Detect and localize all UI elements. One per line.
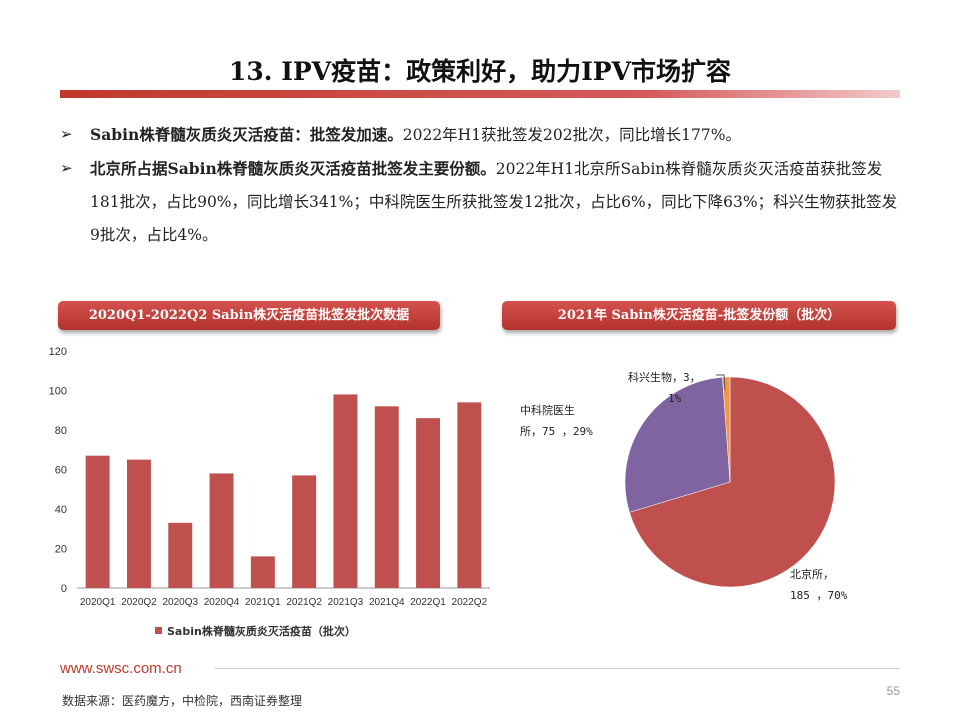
x-tick-label: 2021Q2 bbox=[286, 597, 322, 608]
y-tick-label: 40 bbox=[55, 504, 67, 516]
legend-swatch bbox=[155, 627, 162, 634]
x-tick-label: 2022Q2 bbox=[452, 597, 488, 608]
x-tick-label: 2021Q3 bbox=[328, 597, 364, 608]
bar-2020Q1 bbox=[85, 455, 110, 588]
bullet-1: ➢ Sabin株脊髓灰质炎灭活疫苗：批签发加速。2022年H1获批签发202批次… bbox=[60, 118, 905, 152]
pie-panel-title: 2021年 Sabin株灭活疫苗-批签发份额（批次） bbox=[502, 301, 896, 330]
pie-label-line1: 科兴生物，3， bbox=[628, 370, 701, 384]
x-tick-label: 2020Q4 bbox=[204, 597, 240, 608]
y-tick-label: 20 bbox=[55, 544, 67, 556]
bar-2021Q4 bbox=[374, 406, 399, 588]
bullet-2-bold: 北京所占据Sabin株脊髓灰质炎灭活疫苗批签发主要份额。 bbox=[90, 159, 496, 178]
y-tick-label: 100 bbox=[49, 386, 67, 398]
x-tick-label: 2020Q2 bbox=[121, 597, 157, 608]
source-note: 数据来源：医药魔方，中检院，西南证券整理 bbox=[62, 694, 303, 708]
x-tick-label: 2020Q1 bbox=[80, 597, 116, 608]
bullet-1-bold: Sabin株脊髓灰质炎灭活疫苗：批签发加速。 bbox=[90, 125, 403, 144]
pie-slice-3 bbox=[722, 376, 731, 483]
bar-2021Q1 bbox=[250, 556, 275, 588]
bar-panel-title: 2020Q1-2022Q2 Sabin株灭活疫苗批签发批次数据 bbox=[58, 301, 440, 330]
pie-label-line1: 中科院医生 bbox=[520, 403, 575, 417]
bar-2022Q1 bbox=[416, 418, 441, 588]
pie-label-line1: 北京所， bbox=[790, 567, 834, 581]
bullet-1-text: 2022年H1获批签发202批次，同比增长177%。 bbox=[402, 126, 741, 144]
pie-label-line2: 185 ，70% bbox=[790, 589, 848, 602]
x-tick-label: 2021Q1 bbox=[245, 597, 281, 608]
page-number: 55 bbox=[886, 684, 900, 698]
x-tick-label: 2022Q1 bbox=[410, 597, 446, 608]
x-tick-label: 2020Q3 bbox=[162, 597, 198, 608]
y-tick-label: 0 bbox=[61, 583, 67, 595]
y-tick-label: 80 bbox=[55, 425, 67, 437]
bullet-arrow-icon: ➢ bbox=[60, 159, 73, 177]
pie-label-line2: 所，75 ，29% bbox=[520, 425, 593, 438]
bullet-2-text: 2022年H1北京所Sabin株脊髓灰质炎灭活疫苗获批签发181批次，占比90%… bbox=[90, 160, 898, 244]
title-rule bbox=[60, 90, 900, 98]
bar-2022Q2 bbox=[457, 402, 482, 588]
bar-2021Q2 bbox=[292, 475, 317, 588]
bar-2020Q4 bbox=[209, 473, 234, 588]
bar-2020Q3 bbox=[168, 522, 193, 588]
footer-url: www.swsc.com.cn bbox=[60, 660, 182, 677]
slide-title: 13. IPV疫苗：政策利好，助力IPV市场扩容 bbox=[229, 57, 731, 86]
bar-2020Q2 bbox=[126, 459, 151, 588]
pie-leader-line bbox=[716, 374, 726, 391]
footer-rule bbox=[60, 668, 900, 669]
pie-label-line2: 1% bbox=[668, 392, 682, 405]
bar-2021Q3 bbox=[333, 394, 358, 588]
x-tick-label: 2021Q4 bbox=[369, 597, 405, 608]
bullet-arrow-icon: ➢ bbox=[60, 125, 73, 143]
pie-slice-2 bbox=[624, 377, 731, 513]
bullet-2: ➢ 北京所占据Sabin株脊髓灰质炎灭活疫苗批签发主要份额。2022年H1北京所… bbox=[60, 152, 905, 252]
bar-chart: 0 20 40 60 80 100 120 2020Q1 2020Q2 2020Q3 2020Q4 2… bbox=[49, 346, 490, 638]
y-tick-label: 60 bbox=[55, 465, 67, 477]
pie-slice-1 bbox=[629, 376, 836, 588]
y-tick-label: 120 bbox=[49, 346, 67, 358]
legend-label: Sabin株脊髓灰质炎灭活疫苗（批次） bbox=[167, 624, 356, 638]
pie-chart: 北京所， 185 ，70% 中科院医生所，75 ，29% 科兴生物，3， 1% bbox=[520, 370, 848, 602]
